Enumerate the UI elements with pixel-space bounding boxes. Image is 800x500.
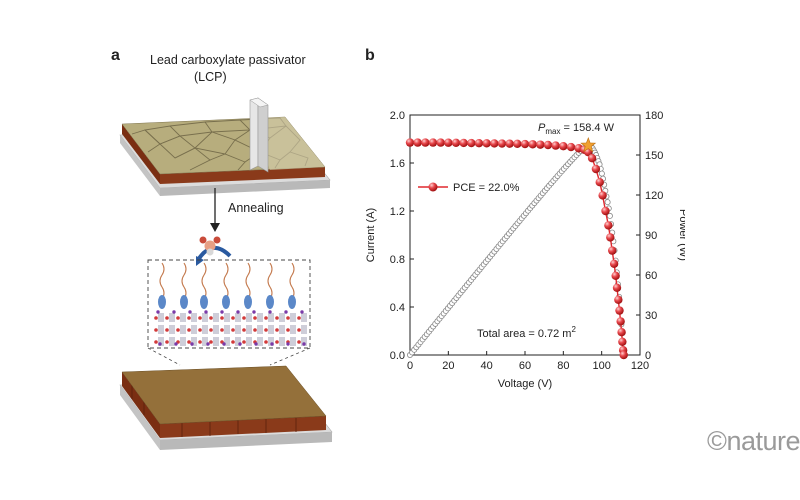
iv-point (528, 140, 537, 149)
iv-point (606, 233, 615, 242)
iv-point (612, 283, 622, 292)
iv-point (618, 337, 627, 346)
iv-point (611, 271, 620, 280)
x-tick-label: 20 (442, 360, 454, 372)
iv-point (474, 139, 484, 148)
iv-point (467, 138, 476, 148)
x-tick-label: 40 (481, 360, 493, 372)
iv-point (405, 138, 415, 147)
iv-point (619, 350, 628, 360)
iv-point (614, 295, 623, 304)
iv-point (587, 154, 597, 163)
iv-point (413, 138, 422, 147)
iv-point (497, 139, 507, 148)
y-left-tick-label: 0.8 (390, 254, 405, 266)
annealing-label: Annealing (228, 201, 284, 215)
iv-power-chart: 0 20 40 60 80 100 120 0.0 0.4 0.8 1.2 1.6 2.0 0 30 60 90… (365, 110, 685, 390)
molecular-zoom-box (147, 259, 311, 349)
lcp-blade (249, 97, 259, 171)
x-tick-label: 80 (557, 360, 569, 372)
lcp-title-line1: Lead carboxylate passivator (150, 53, 306, 67)
y-right-tick-label: 30 (645, 310, 657, 322)
iv-point (536, 140, 545, 149)
power-point (604, 199, 611, 206)
x-tick-label: 0 (407, 360, 413, 372)
y-left-tick-label: 0.4 (390, 302, 405, 314)
iv-point (444, 138, 453, 147)
top-film-with-lcp (119, 97, 331, 196)
y-right-tick-label: 180 (645, 110, 663, 122)
leaving-molecule-icon (196, 236, 232, 266)
legend-label: PCE = 22.0% (453, 182, 520, 194)
x-tick-label: 60 (519, 360, 531, 372)
y-right-tick-label: 120 (645, 190, 663, 202)
iv-point (559, 142, 568, 151)
y-left-tick-label: 1.2 (390, 206, 405, 218)
iv-point (566, 142, 576, 152)
lcp-title-line2: (LCP) (194, 70, 227, 84)
iv-point (421, 138, 430, 147)
iv-point (604, 221, 613, 230)
iv-point (459, 138, 468, 148)
iv-point (451, 138, 461, 148)
iv-point (609, 259, 619, 268)
nature-watermark: ©nature (707, 426, 800, 456)
y-right-tick-label: 90 (645, 230, 657, 242)
iv-point (598, 191, 607, 200)
iv-point (617, 328, 626, 337)
annealing-arrow (210, 188, 220, 232)
power-point (598, 170, 605, 177)
iv-point (436, 138, 445, 147)
pmax-label: Pmax = 158.4 W (538, 122, 615, 136)
iv-point (616, 317, 625, 326)
passivated-film-top (121, 365, 327, 425)
legend-marker (428, 182, 438, 192)
iv-curve-line (410, 141, 625, 356)
power-point (606, 212, 613, 219)
iv-point (591, 164, 601, 174)
iv-point (520, 139, 530, 149)
y-right-tick-label: 150 (645, 150, 663, 162)
passivation-process-diagram (119, 97, 333, 450)
x-axis-label: Voltage (V) (498, 378, 552, 390)
y-right-tick-label: 60 (645, 270, 657, 282)
iv-point (490, 139, 499, 148)
zoom-guide-lines (147, 347, 311, 366)
x-tick-label: 120 (631, 360, 649, 372)
iv-point (543, 140, 553, 150)
bottom-film-passivated (119, 365, 333, 450)
y-left-tick-label: 0.0 (390, 350, 405, 362)
plot-frame (409, 114, 641, 356)
iv-point (601, 206, 610, 216)
iv-point (482, 139, 491, 148)
y-left-tick-label: 1.6 (390, 158, 405, 170)
y-right-axis-label: Power (W) (677, 209, 685, 261)
y-left-tick-label: 2.0 (390, 110, 405, 122)
panel-b-label: b (365, 47, 375, 64)
iv-point (551, 141, 560, 150)
iv-series (405, 138, 628, 360)
iv-point (505, 139, 514, 148)
iv-point (608, 246, 617, 255)
x-tick-label: 100 (592, 360, 610, 372)
iv-point (615, 306, 624, 315)
panel-a-label: a (111, 47, 120, 64)
iv-point (595, 178, 604, 187)
iv-point (513, 139, 522, 148)
y-right-tick-label: 0 (645, 350, 651, 362)
iv-point (428, 138, 438, 147)
power-series (407, 142, 627, 358)
total-area-label: Total area = 0.72 m2 (477, 325, 576, 340)
y-left-axis-label: Current (A) (365, 208, 377, 262)
pmax-star-icon (580, 137, 597, 153)
